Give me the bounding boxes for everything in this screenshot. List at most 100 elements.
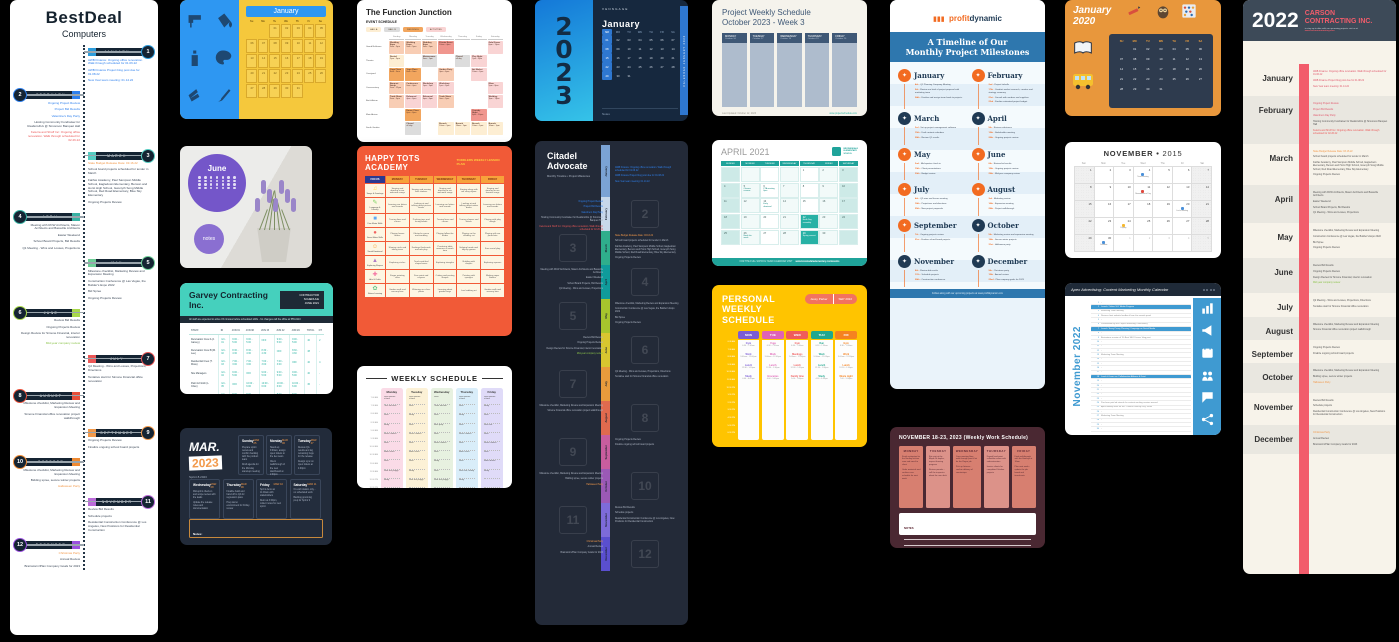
milestone-item: 15th - Draft content calendars bbox=[915, 132, 945, 135]
day-name: WEDNESDAY bbox=[780, 35, 797, 38]
june-circle-calendar: June bbox=[188, 154, 246, 212]
carson-website[interactable]: www.carsoncontracting.com bbox=[1304, 30, 1335, 33]
month-ribbon-label: November bbox=[603, 513, 608, 527]
milestone-date: 22nd - bbox=[988, 279, 996, 282]
content-text: Presentation by the Project Marketing Co… bbox=[1101, 323, 1148, 326]
day-number: 8 bbox=[802, 184, 805, 188]
month-circle-icon: ✦ bbox=[971, 112, 985, 126]
table-row: Renovation Crew B (M. Lee) GC-02 8:30 - 4:… bbox=[189, 346, 324, 358]
template-card-personal-weekly-schedule[interactable]: PERSONAL WEEKLY SCHEDULE Jessy Parker SEP 2… bbox=[712, 285, 867, 447]
block-time: 4:00 - 6:00pm bbox=[742, 378, 755, 381]
template-card-november-work-week[interactable]: NOVEMBER 18-23, 2023 (Weekly Work Schedu… bbox=[890, 427, 1045, 548]
month-line bbox=[977, 127, 979, 145]
schedule-block: Lunch 12:30 - 1:30pm bbox=[740, 364, 758, 369]
template-card-function-junction[interactable]: The Function Junction EVENT SCHEDULE HAL… bbox=[357, 0, 512, 142]
template-card-profitdynamic-timeline[interactable]: ▮▮▮ profitdynamic A Timeline of Our Month… bbox=[890, 0, 1045, 389]
weekday-label: Th bbox=[295, 20, 299, 23]
template-card-january-art-calendar[interactable]: January Su Mo Tu We Th Fr Sa 01 02 03 04 05 06 07 08 0… bbox=[180, 0, 333, 119]
date-number: 7 bbox=[1097, 327, 1099, 330]
calendar-day-cell: 9 bbox=[1094, 184, 1115, 201]
footer-link[interactable]: www.brownsdaleelementary.com/events bbox=[795, 261, 840, 263]
calendar-week-row: 01 02 03 04 05 06 bbox=[1115, 44, 1207, 54]
event-name: Comedy Night bbox=[472, 109, 481, 114]
content-row: 6 Presentation by the Project Marketing C… bbox=[1091, 323, 1191, 328]
month-label: September bbox=[1251, 349, 1293, 359]
date-number: 28 bbox=[1096, 419, 1099, 422]
timeline-item: Q2 Meeting - Wins and Losses, Projection… bbox=[88, 364, 147, 373]
template-card-january-2020[interactable]: January 2020 SU MO TU WE TH FR SA 01 02 03 04 05 06… bbox=[1065, 0, 1221, 116]
task-row: Work out, family bbox=[458, 470, 475, 479]
day-number: 17 bbox=[842, 200, 845, 204]
lavender-pot bbox=[257, 228, 291, 262]
template-card-april-2021[interactable]: APRIL 2021 BROWNSDALE ELEMENTARY SCHOOL SU… bbox=[712, 140, 867, 266]
event-time: 8am - 9am bbox=[406, 71, 417, 73]
template-card-weekly-schedule-pastel[interactable]: WEEKLY SCHEDULE 7:00 AM 7:30 AM 8:00 AM 8:3… bbox=[357, 366, 512, 488]
event-cell: Brunch 10am - 1pm bbox=[438, 122, 454, 135]
calendar-day-cell: 14 bbox=[1120, 67, 1124, 71]
logo-bars-icon: ▮▮▮ bbox=[933, 16, 945, 23]
task-row: Study bbox=[383, 479, 400, 488]
template-card-june-lavender[interactable]: June notes bbox=[180, 146, 312, 268]
venue-label: Back Atrium bbox=[366, 100, 378, 103]
month-name: July bbox=[914, 185, 930, 195]
day-header: THURSDAY October 19 bbox=[804, 33, 830, 44]
milestone-connector bbox=[84, 357, 150, 360]
template-card-carson-contracting[interactable]: 2022 CARSON CONTRACTING INC. to stay up … bbox=[1243, 0, 1396, 574]
timeline-month: 7JULYQ2 Meeting - Wins and Losses, Proje… bbox=[10, 351, 158, 389]
template-card-march-2023-week[interactable]: MAR. 2023 Sprint 8.2023 Sunday MAR 05 Prepare… bbox=[180, 428, 332, 545]
logo-line: ELEMENTARY bbox=[843, 150, 857, 153]
month-ribbon: December bbox=[601, 537, 610, 571]
template-card-bestdeal-timeline[interactable]: BestDeal Computers 1JANUARYAWB Finance: … bbox=[10, 0, 158, 635]
template-card-happy-tots[interactable]: HAPPY TOTS ACADEMY TODDLERS WEEKLY LESSO… bbox=[357, 146, 512, 336]
month-items: Review Bid Results Schedule projects Resid… bbox=[1313, 393, 1396, 425]
timeline-item: Ongoing Projects Review bbox=[1313, 173, 1340, 177]
calendar-day-cell: 22 bbox=[1133, 77, 1137, 81]
legend-chip: WEDDINGS bbox=[402, 27, 423, 32]
timeline-item: Milestone checklist, Marketing Review an… bbox=[23, 401, 80, 410]
event-cell: Wedding Expo 9am - 5pm bbox=[405, 41, 421, 54]
title-mar: MAR. bbox=[189, 440, 220, 454]
block-time: 6:30 - 7:30am bbox=[815, 345, 828, 348]
day-grid: 01 02 03 04 05 06 07 08 09 10 11 12 13 14 15 16 17 18 19 20… bbox=[602, 35, 678, 80]
legend-chip: HALL A bbox=[366, 27, 382, 32]
calendar-day-cell: 25 bbox=[721, 229, 740, 245]
milestone-date: 2nd - bbox=[988, 84, 995, 86]
timeline-month: 1JANUARYAWB Finance: Ongoing office reno… bbox=[10, 45, 158, 88]
calendar-number-icon: 3 bbox=[559, 234, 587, 262]
month-line bbox=[977, 234, 979, 252]
event-name: Mixer bbox=[488, 82, 494, 85]
event-cell: Brunch 10am - 1pm bbox=[471, 122, 487, 135]
milestone-connector bbox=[18, 216, 84, 218]
day-body: Gym 6:30 - 7:30am Work 9:00am - 12:00pm Lunc… bbox=[737, 340, 760, 440]
template-card-citadel-advocate[interactable]: Citadel Advocate Monthly Timeline • Proj… bbox=[535, 141, 688, 625]
focus-cell: ☺ Social Emotional bbox=[365, 242, 385, 255]
garvey-table-wrap: STAFF ID JUN 01 JUN 08 JUN 15 JUN 22 JUN 29 TOT… bbox=[180, 327, 333, 394]
timeline-item: Milestone checklist, Marketing Review an… bbox=[539, 473, 603, 475]
template-card-project-weekly-schedule[interactable]: Project Weekly Schedule October 2023 - W… bbox=[712, 0, 867, 116]
day-column: Thursday Work before school Work Study Work W… bbox=[455, 388, 478, 488]
calendar-day-cell: 11 bbox=[638, 46, 642, 51]
day-card-header: Thursday MAR 09 bbox=[227, 483, 250, 489]
month-block: ✦ August 3rd - Marketing review 16th - Expa… bbox=[968, 180, 1042, 217]
day-number: 26 bbox=[1166, 219, 1170, 223]
month-name: March bbox=[914, 114, 940, 124]
template-card-apex-content-calendar[interactable]: Apex Advertising: Content Marketing Mont… bbox=[1065, 283, 1221, 435]
calendar-day-cell: 5 bbox=[1192, 235, 1212, 252]
event-name: Trade Show bbox=[390, 96, 402, 98]
timeline-item: School board projects scheduled for tend… bbox=[88, 167, 149, 176]
website-link[interactable]: www.projectschedule.com bbox=[829, 112, 857, 116]
header-dots bbox=[1201, 287, 1215, 292]
calendar-day-cell: 11 bbox=[721, 198, 740, 214]
calendar-day-cell bbox=[646, 71, 656, 80]
column-header: ID bbox=[218, 327, 230, 336]
milestone-number: 4 bbox=[13, 210, 27, 225]
date-number: 18 bbox=[1096, 375, 1099, 378]
paint-bucket-icon bbox=[215, 12, 232, 34]
month-label: July bbox=[1276, 303, 1293, 313]
timeline-item: Simone Financial office renovation proje… bbox=[24, 411, 80, 420]
template-card-garvey-schedule[interactable]: Garvey Contracting Inc. CONTRACTOR SCHED… bbox=[180, 283, 333, 394]
event-name: Brunch bbox=[472, 123, 480, 125]
mini-day-dot bbox=[233, 179, 236, 182]
